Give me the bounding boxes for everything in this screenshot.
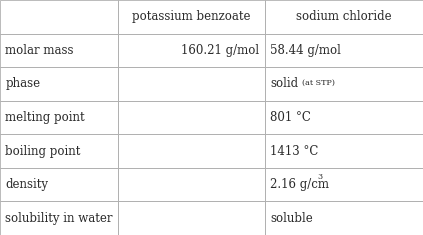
Text: phase: phase — [5, 77, 41, 90]
Text: potassium benzoate: potassium benzoate — [132, 10, 250, 23]
Text: density: density — [5, 178, 49, 191]
Text: soluble: soluble — [270, 212, 313, 225]
Text: molar mass: molar mass — [5, 44, 74, 57]
Text: solubility in water: solubility in water — [5, 212, 113, 225]
Text: 160.21 g/mol: 160.21 g/mol — [181, 44, 259, 57]
Bar — [265, 34, 423, 67]
Bar — [118, 134, 265, 168]
Bar — [0, 201, 118, 235]
Text: (at STP): (at STP) — [302, 79, 335, 87]
Text: 2.16 g/cm: 2.16 g/cm — [270, 178, 329, 191]
Text: boiling point: boiling point — [5, 145, 81, 158]
Text: 801 °C: 801 °C — [270, 111, 311, 124]
Bar — [118, 0, 265, 34]
Bar — [0, 0, 118, 34]
Bar — [265, 201, 423, 235]
Text: 58.44 g/mol: 58.44 g/mol — [270, 44, 341, 57]
Text: solid: solid — [270, 77, 298, 90]
Bar — [265, 67, 423, 101]
Bar — [118, 168, 265, 201]
Bar — [265, 168, 423, 201]
Bar — [118, 101, 265, 134]
Bar — [0, 168, 118, 201]
Text: sodium chloride: sodium chloride — [296, 10, 392, 23]
Bar — [0, 67, 118, 101]
Bar — [265, 101, 423, 134]
Bar — [118, 34, 265, 67]
Bar — [0, 34, 118, 67]
Text: 3: 3 — [318, 173, 323, 181]
Bar — [118, 201, 265, 235]
Text: 1413 °C: 1413 °C — [270, 145, 319, 158]
Bar — [265, 134, 423, 168]
Bar — [0, 134, 118, 168]
Bar — [118, 67, 265, 101]
Text: melting point: melting point — [5, 111, 85, 124]
Bar — [0, 101, 118, 134]
Bar — [265, 0, 423, 34]
